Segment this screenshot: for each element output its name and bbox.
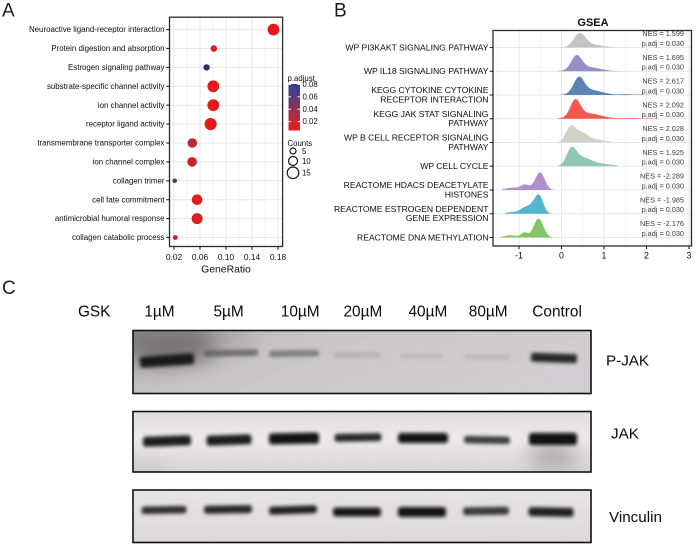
- svg-text:p.adj = 0.030: p.adj = 0.030: [642, 158, 684, 167]
- svg-text:1µM: 1µM: [144, 304, 174, 321]
- svg-text:Neuroactive ligand-receptor in: Neuroactive ligand-receptor interaction: [29, 25, 165, 34]
- svg-text:transmembrane transporter comp: transmembrane transporter complex: [37, 139, 164, 148]
- svg-text:WP PI3KAKT SIGNALING PATHWAY: WP PI3KAKT SIGNALING PATHWAY: [345, 42, 488, 52]
- svg-text:NES = -2.176: NES = -2.176: [640, 219, 684, 228]
- svg-text:p.adj = 0.030: p.adj = 0.030: [642, 39, 684, 48]
- svg-text:Counts: Counts: [288, 139, 313, 148]
- svg-text:5: 5: [302, 147, 307, 156]
- svg-text:antimicrobial humoral response: antimicrobial humoral response: [55, 214, 165, 223]
- svg-text:2: 2: [644, 251, 649, 261]
- svg-text:GeneRatio: GeneRatio: [201, 265, 251, 276]
- svg-text:40µM: 40µM: [408, 304, 447, 321]
- svg-text:B: B: [334, 1, 347, 22]
- svg-text:WP B CELL RECEPTOR SIGNALING: WP B CELL RECEPTOR SIGNALING: [344, 133, 489, 143]
- svg-text:NES = 1.925: NES = 1.925: [642, 148, 684, 157]
- svg-text:0.10: 0.10: [218, 252, 235, 262]
- svg-text:WP CELL CYCLE: WP CELL CYCLE: [420, 161, 489, 171]
- svg-text:RECEPTOR INTERACTION: RECEPTOR INTERACTION: [380, 94, 488, 104]
- svg-text:Protein digestion and absorpti: Protein digestion and absorption: [51, 44, 164, 53]
- svg-text:15: 15: [302, 169, 311, 178]
- svg-text:cell fate commitment: cell fate commitment: [92, 195, 165, 204]
- svg-text:NES = 2.028: NES = 2.028: [642, 124, 684, 133]
- svg-text:0.02: 0.02: [303, 117, 318, 126]
- svg-text:GSEA: GSEA: [577, 17, 608, 29]
- svg-text:NES = 1.599: NES = 1.599: [642, 29, 684, 38]
- svg-text:PATHWAY: PATHWAY: [448, 142, 489, 152]
- svg-text:PATHWAY: PATHWAY: [448, 118, 489, 128]
- svg-text:REACTOME DNA METHYLATION: REACTOME DNA METHYLATION: [357, 232, 488, 242]
- svg-text:1: 1: [602, 251, 607, 261]
- svg-text:JAK: JAK: [611, 426, 639, 443]
- svg-text:receptor ligand activity: receptor ligand activity: [86, 120, 165, 129]
- svg-text:p.adj = 0.030: p.adj = 0.030: [642, 63, 684, 72]
- svg-text:ion channel activity: ion channel activity: [98, 101, 165, 110]
- svg-text:p.adj = 0.030: p.adj = 0.030: [642, 86, 684, 95]
- svg-text:0.14: 0.14: [244, 252, 261, 262]
- svg-text:p.adj = 0.030: p.adj = 0.030: [642, 110, 684, 119]
- svg-text:3: 3: [687, 251, 692, 261]
- svg-text:0.06: 0.06: [192, 252, 209, 262]
- svg-text:REACTOME HDACS DEACETYLATE: REACTOME HDACS DEACETYLATE: [344, 180, 489, 190]
- svg-text:0.02: 0.02: [166, 252, 183, 262]
- svg-text:10: 10: [302, 157, 311, 166]
- svg-text:10µM: 10µM: [281, 304, 320, 321]
- svg-text:p.adjust: p.adjust: [288, 74, 316, 83]
- svg-text:p.adj = 0.030: p.adj = 0.030: [642, 134, 684, 143]
- svg-text:GSK: GSK: [78, 304, 111, 321]
- svg-text:NES = 2.092: NES = 2.092: [642, 100, 684, 109]
- svg-text:0.06: 0.06: [303, 92, 318, 101]
- svg-text:0: 0: [559, 251, 564, 261]
- svg-text:Estrogen signaling pathway: Estrogen signaling pathway: [68, 63, 165, 72]
- svg-text:HISTONES: HISTONES: [445, 189, 489, 199]
- svg-text:GENE EXPRESSION: GENE EXPRESSION: [406, 213, 489, 223]
- svg-text:5µM: 5µM: [213, 304, 243, 321]
- svg-text:20µM: 20µM: [343, 304, 382, 321]
- svg-text:NES = 2.617: NES = 2.617: [642, 77, 684, 86]
- svg-text:-1: -1: [515, 251, 523, 261]
- svg-text:ion channel complex: ion channel complex: [93, 158, 165, 167]
- svg-text:p.adj = 0.030: p.adj = 0.030: [642, 229, 684, 238]
- svg-text:KEGG CYTOKINE CYTOKINE: KEGG CYTOKINE CYTOKINE: [371, 85, 488, 95]
- svg-text:collagen trimer: collagen trimer: [113, 176, 165, 185]
- svg-text:NES = -2.289: NES = -2.289: [640, 172, 684, 181]
- svg-text:p.adj = 0.030: p.adj = 0.030: [642, 205, 684, 214]
- svg-text:p.adj = 0.030: p.adj = 0.030: [642, 181, 684, 190]
- svg-text:A: A: [2, 1, 15, 22]
- svg-text:Control: Control: [532, 304, 582, 321]
- svg-text:NES = 1.695: NES = 1.695: [642, 53, 684, 62]
- svg-text:0.08: 0.08: [303, 80, 318, 89]
- svg-text:0.18: 0.18: [270, 252, 287, 262]
- svg-text:REACTOME ESTROGEN DEPENDENT: REACTOME ESTROGEN DEPENDENT: [334, 204, 489, 214]
- svg-text:NES = -1.985: NES = -1.985: [640, 195, 684, 204]
- svg-text:KEGG JAK STAT SIGNALING: KEGG JAK STAT SIGNALING: [373, 109, 488, 119]
- svg-text:P-JAK: P-JAK: [606, 353, 649, 370]
- svg-text:substrate-specific channel act: substrate-specific channel activity: [47, 82, 165, 91]
- svg-text:0.04: 0.04: [303, 105, 319, 114]
- svg-text:Vinculin: Vinculin: [609, 509, 662, 526]
- svg-text:collagen catabolic process: collagen catabolic process: [72, 233, 165, 242]
- svg-text:WP IL18 SIGNALING PATHWAY: WP IL18 SIGNALING PATHWAY: [364, 66, 489, 76]
- svg-text:C: C: [2, 278, 16, 299]
- svg-text:80µM: 80µM: [469, 304, 508, 321]
